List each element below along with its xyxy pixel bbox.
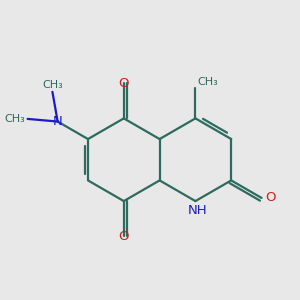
Text: NH: NH	[188, 205, 208, 218]
Text: CH₃: CH₃	[4, 114, 25, 124]
Text: CH₃: CH₃	[42, 80, 63, 90]
Text: N: N	[53, 115, 62, 128]
Text: O: O	[118, 230, 129, 243]
Text: O: O	[266, 191, 276, 204]
Text: O: O	[118, 77, 129, 90]
Text: CH₃: CH₃	[198, 77, 219, 87]
